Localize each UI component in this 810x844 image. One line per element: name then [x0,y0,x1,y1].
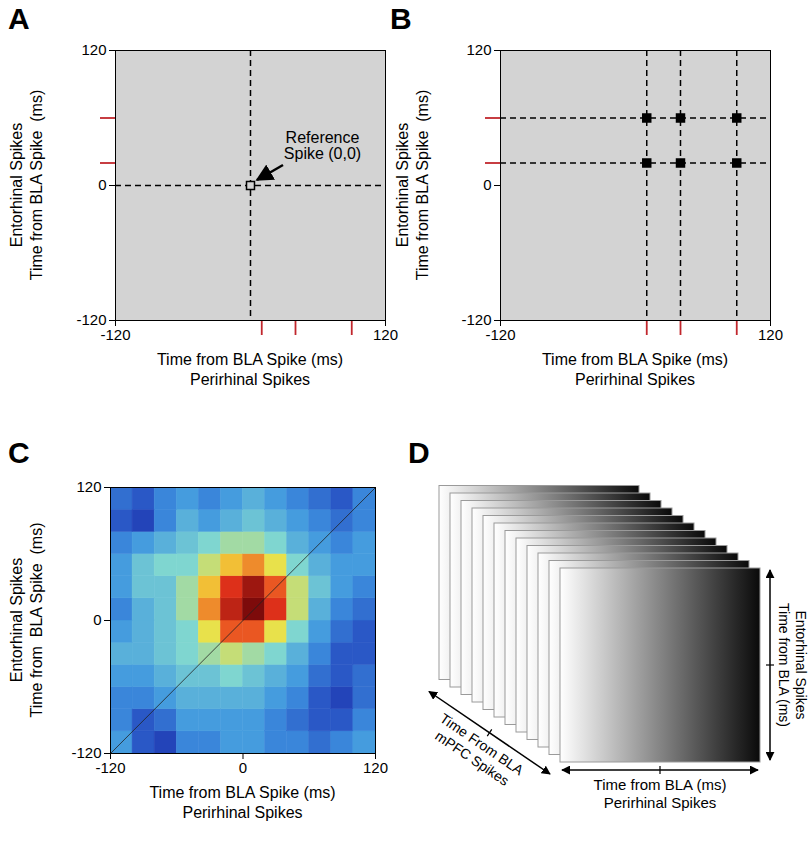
svg-text:0: 0 [93,611,101,628]
svg-text:Time from BLA (ms): Time from BLA (ms) [776,603,792,727]
svg-text:-120: -120 [76,311,107,329]
svg-text:120: 120 [81,41,106,58]
html-text:Time from BLA Spike (ms): Time from BLA Spike (ms) [149,784,336,801]
html-text:Time from BLA Spike (ms): Time from BLA Spike (ms) [414,89,431,281]
html-text:B: B [390,2,412,35]
svg-text:120: 120 [363,759,388,776]
svg-text:-120: -120 [485,326,515,343]
html-text:Time from BLA Spike (ms): Time from BLA Spike (ms) [28,89,45,281]
html-text:Entorhinal Spikes: Entorhinal Spikes [8,122,25,248]
svg-text:-120: -120 [461,311,492,329]
html-text:Entorhinal Spikes: Entorhinal Spikes [394,122,411,248]
html-text:Perirhinal Spikes: Perirhinal Spikes [190,371,310,388]
svg-text:-120: -120 [100,326,130,343]
html-text:Perirhinal Spikes: Perirhinal Spikes [575,371,695,388]
html-text:Time from BLA Spike (ms): Time from BLA Spike (ms) [541,351,728,368]
svg-text:Entorhinal Spikes: Entorhinal Spikes [793,611,809,720]
svg-text:mPFC Spikes: mPFC Spikes [432,727,512,788]
html-text:Perirhinal Spikes: Perirhinal Spikes [182,804,303,821]
svg-text:120: 120 [758,326,783,343]
svg-text:Perirhinal Spikes: Perirhinal Spikes [604,794,717,811]
svg-text:ReferenceSpike (0,0): ReferenceSpike (0,0) [284,129,361,162]
svg-text:120: 120 [76,478,101,495]
svg-text:120: 120 [373,326,398,343]
svg-text:0: 0 [239,759,247,776]
svg-text:Time From BLA: Time From BLA [437,710,527,779]
svg-text:0: 0 [483,176,491,193]
html-text:C: C [8,436,30,469]
html-text:D: D [408,436,430,469]
svg-text:-120: -120 [95,759,125,776]
html-text:Time from BLA Spike (ms): Time from BLA Spike (ms) [28,522,45,718]
svg-text:Time from BLA (ms): Time from BLA (ms) [594,776,727,793]
svg-text:0: 0 [98,176,106,193]
html-text:A: A [8,2,30,35]
html-text:Entorhinal Spikes: Entorhinal Spikes [8,557,25,683]
svg-text:-120: -120 [71,744,102,762]
svg-text:120: 120 [466,41,491,58]
html-text:Time from BLA Spike (ms): Time from BLA Spike (ms) [156,351,343,368]
